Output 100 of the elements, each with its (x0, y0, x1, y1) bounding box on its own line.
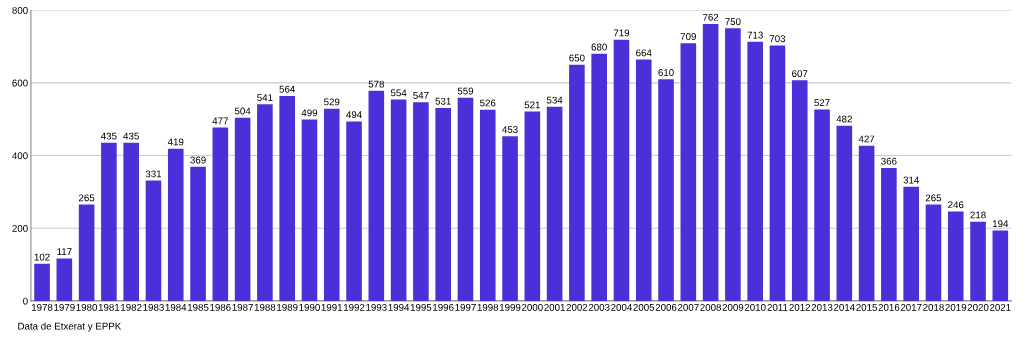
x-tick-label: 2009 (722, 303, 744, 311)
bar (925, 204, 942, 301)
bar (524, 111, 541, 301)
x-tick-label: 1995 (410, 303, 432, 311)
bar (658, 79, 674, 301)
bar (992, 230, 1009, 301)
bar (78, 204, 95, 301)
bar (323, 108, 340, 301)
data-label: 419 (167, 138, 184, 146)
data-label: 117 (57, 248, 72, 255)
x-tick-label: 1988 (254, 303, 276, 311)
bar (34, 263, 50, 301)
x-tick-label: 1996 (433, 303, 454, 311)
data-label: 527 (814, 99, 830, 107)
x-tick-label: 2005 (633, 303, 655, 311)
x-tick-label: 2006 (655, 303, 677, 311)
y-tick-label: 0 (23, 297, 28, 305)
bar (725, 28, 741, 301)
bar (457, 97, 474, 301)
data-label: 709 (680, 33, 696, 40)
bar (123, 142, 139, 301)
data-label: 504 (234, 107, 251, 115)
x-tick-label: 1984 (165, 303, 187, 311)
x-tick-label: 2017 (900, 303, 922, 311)
data-label: 314 (903, 176, 919, 184)
y-tick-label: 200 (12, 224, 28, 232)
y-tick-label: 800 (12, 6, 28, 14)
data-label: 531 (435, 97, 451, 105)
bar (791, 80, 808, 301)
data-label: 664 (636, 49, 652, 57)
bar (145, 180, 162, 301)
bar (301, 119, 318, 301)
x-tick-label: 1985 (187, 303, 209, 311)
data-label: 369 (190, 156, 206, 164)
x-tick-label: 2016 (878, 303, 900, 311)
data-label: 265 (78, 194, 95, 202)
x-tick-label: 1991 (321, 303, 343, 311)
text: Data de Etxerat y EPPK (18, 322, 122, 332)
bar (903, 186, 919, 301)
bar (814, 109, 830, 301)
x-tick-label: 1983 (143, 303, 164, 311)
bar (613, 39, 630, 301)
x-tick-label: 2003 (588, 303, 610, 311)
x-tick-label: 1979 (54, 303, 75, 311)
x-tick-label: 2012 (789, 303, 811, 311)
x-tick-label: 2007 (678, 303, 699, 311)
data-label: 494 (346, 111, 362, 119)
x-tick-label: 2008 (700, 303, 721, 311)
bar (569, 64, 585, 301)
x-tick-label: 1997 (455, 303, 476, 311)
data-label: 529 (324, 98, 340, 106)
data-label: 713 (747, 31, 763, 39)
data-label: 719 (613, 29, 630, 37)
data-label: 194 (992, 220, 1009, 228)
data-label: 554 (390, 89, 407, 97)
data-label: 526 (480, 99, 496, 107)
x-tick-label: 2011 (767, 303, 788, 311)
bar (702, 24, 719, 301)
x-tick-label: 1993 (366, 303, 387, 311)
bar (413, 102, 429, 301)
data-label: 750 (725, 18, 741, 26)
x-tick-label: 1981 (98, 303, 120, 311)
x-tick-label: 2010 (744, 303, 766, 311)
data-label: 453 (502, 126, 518, 133)
data-label: 541 (257, 94, 273, 101)
x-tick-label: 2002 (566, 303, 588, 311)
x-tick-label: 2014 (834, 303, 855, 311)
bar (947, 211, 964, 301)
bar (101, 142, 117, 301)
x-tick-label: 2000 (522, 303, 543, 311)
bar (390, 99, 407, 301)
bar (858, 145, 875, 301)
x-tick-label: 1989 (277, 303, 298, 311)
data-label: 559 (457, 87, 474, 95)
data-label: 435 (123, 132, 139, 140)
bar (435, 107, 451, 301)
x-tick-label: 1987 (232, 303, 253, 311)
data-label: 482 (836, 115, 852, 123)
data-label: 218 (970, 211, 986, 219)
data-label: 427 (858, 135, 875, 143)
bar (635, 59, 652, 301)
data-label: 680 (591, 43, 607, 51)
bar (346, 121, 362, 301)
x-tick-label: 1986 (210, 303, 231, 311)
data-label: 650 (569, 54, 585, 62)
x-tick-label: 2021 (989, 303, 1011, 311)
bar (680, 43, 697, 301)
data-label: 331 (145, 170, 162, 178)
x-tick-label: 1978 (31, 303, 53, 311)
bar (167, 148, 184, 301)
x-tick-label: 2018 (923, 303, 944, 311)
bar (502, 136, 518, 301)
data-label: 547 (413, 92, 429, 99)
bar (368, 90, 385, 301)
x-tick-label: 2004 (611, 303, 632, 311)
bar (546, 106, 563, 301)
bar (769, 45, 786, 301)
x-tick-label: 1994 (388, 303, 410, 311)
x-tick-label: 1982 (121, 303, 142, 311)
bar (591, 53, 607, 301)
